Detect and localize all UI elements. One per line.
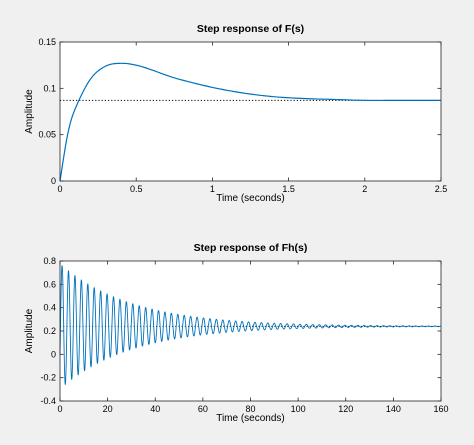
x-tick-label: 60 [198,404,208,414]
y-tick-label: 0.2 [43,326,56,336]
plot-area [60,261,441,401]
x-tick-label: 1 [210,184,215,194]
y-axis-label: Amplitude [24,308,35,353]
y-tick-label: 0 [51,176,56,186]
x-tick-label: 2.5 [435,184,448,194]
plot-area [60,42,441,181]
y-tick-label: -0.2 [40,373,56,383]
x-tick-label: 1.5 [282,184,295,194]
y-tick-label: 0.1 [43,83,56,93]
y-tick-label: 0.4 [43,303,56,313]
y-tick-label: 0.8 [43,256,56,266]
axes-box [59,41,442,182]
y-tick-label: 0.6 [43,279,56,289]
chart-title: Step response of Fh(s) [194,242,308,254]
y-tick-label: 0.15 [38,37,56,47]
x-tick-label: 80 [245,404,255,414]
chart-panel-2: Step response of Fh(s) Time (seconds) Ampl… [24,242,449,424]
series-line [59,62,441,182]
series-line [59,265,442,385]
x-axis-label: Time (seconds) [216,413,285,424]
y-axis-label: Amplitude [24,89,35,134]
axes-box [59,260,442,402]
y-tick-label: 0.05 [38,130,56,140]
y-tick-label: -0.4 [40,396,56,406]
x-tick-label: 120 [338,404,353,414]
x-tick-label: 140 [386,404,401,414]
x-tick-label: 0 [57,184,62,194]
x-axis-label: Time (seconds) [216,193,285,204]
x-tick-label: 160 [433,404,448,414]
x-tick-label: 0.5 [130,184,143,194]
x-tick-label: 0 [57,404,62,414]
chart-title: Step response of F(s) [197,23,304,35]
x-tick-label: 2 [362,184,367,194]
chart-panel-1: Step response of F(s) Time (seconds) Ampli… [24,23,447,204]
y-tick-label: 0 [51,349,56,359]
x-tick-label: 40 [150,404,160,414]
x-tick-label: 100 [291,404,306,414]
x-tick-label: 20 [103,404,113,414]
